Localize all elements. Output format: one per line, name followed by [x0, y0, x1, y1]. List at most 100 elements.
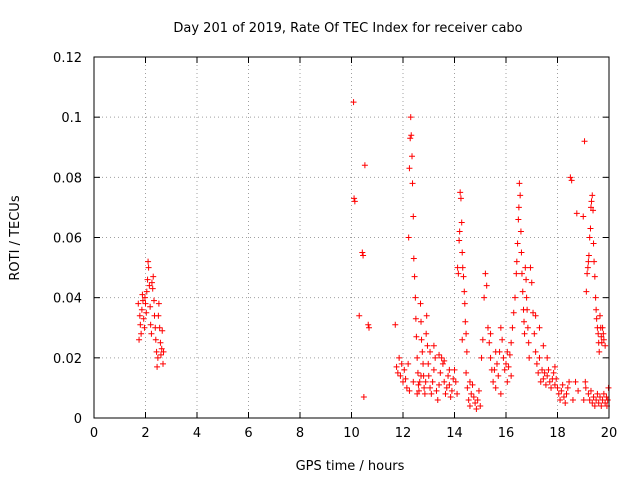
- data-point: [521, 318, 528, 325]
- data-point: [409, 180, 416, 187]
- data-point: [594, 390, 601, 397]
- data-point: [474, 396, 481, 403]
- data-point: [598, 402, 605, 409]
- data-point: [524, 306, 531, 313]
- data-point: [398, 360, 405, 367]
- data-point: [599, 396, 606, 403]
- data-point: [526, 354, 533, 361]
- data-point: [532, 348, 539, 355]
- data-point: [160, 360, 167, 367]
- data-point: [438, 354, 445, 361]
- data-point: [482, 270, 489, 277]
- data-point: [412, 315, 419, 322]
- data-point: [497, 324, 504, 331]
- data-point: [573, 210, 580, 217]
- data-point: [143, 288, 150, 295]
- data-point: [592, 294, 599, 301]
- data-point: [487, 354, 494, 361]
- data-point: [484, 324, 491, 331]
- data-point: [569, 396, 576, 403]
- data-point: [428, 390, 435, 397]
- data-points: [135, 99, 612, 412]
- data-point: [154, 354, 161, 361]
- data-point: [414, 354, 421, 361]
- data-point: [593, 315, 600, 322]
- data-point: [411, 273, 418, 280]
- data-point: [360, 393, 367, 400]
- data-point: [461, 300, 468, 307]
- data-point: [446, 381, 453, 388]
- data-point: [445, 372, 452, 379]
- data-point: [600, 336, 607, 343]
- data-point: [155, 312, 162, 319]
- data-point: [523, 294, 530, 301]
- y-tick-label: 0.04: [53, 292, 82, 307]
- data-point: [591, 273, 598, 280]
- data-point: [506, 351, 513, 358]
- data-point: [544, 372, 551, 379]
- data-point: [590, 393, 597, 400]
- data-point: [158, 345, 165, 352]
- data-point: [421, 390, 428, 397]
- data-point: [584, 264, 591, 271]
- data-point: [551, 381, 558, 388]
- data-point: [513, 258, 520, 265]
- data-point: [457, 189, 464, 196]
- data-point: [423, 312, 430, 319]
- data-point: [580, 213, 587, 220]
- y-tick-label: 0.06: [53, 232, 82, 247]
- data-point: [366, 324, 373, 331]
- data-point: [509, 324, 516, 331]
- data-point: [157, 339, 164, 346]
- data-point: [503, 360, 509, 367]
- data-point: [539, 366, 546, 373]
- data-point: [596, 312, 603, 319]
- data-point: [487, 330, 494, 337]
- data-point: [575, 387, 582, 394]
- data-point: [432, 354, 439, 361]
- data-point: [603, 393, 610, 400]
- data-point: [406, 165, 413, 172]
- data-point: [500, 354, 507, 361]
- data-point: [580, 396, 587, 403]
- data-point: [146, 282, 153, 289]
- data-point: [504, 378, 511, 385]
- data-point: [492, 384, 499, 391]
- data-point: [536, 324, 543, 331]
- data-point: [602, 399, 609, 406]
- data-point: [530, 309, 537, 316]
- data-point: [410, 378, 417, 385]
- data-point: [446, 366, 453, 373]
- data-point: [478, 354, 485, 361]
- y-tick-label: 0.08: [53, 171, 82, 186]
- data-point: [537, 378, 544, 385]
- data-point: [414, 390, 421, 397]
- data-point: [510, 309, 517, 316]
- data-point: [427, 384, 434, 391]
- data-point: [505, 363, 512, 370]
- data-point: [465, 396, 472, 403]
- data-point: [457, 195, 464, 202]
- data-point: [541, 369, 548, 376]
- data-point: [141, 294, 148, 301]
- data-point: [423, 330, 430, 337]
- data-point: [407, 135, 414, 142]
- data-point: [477, 402, 484, 409]
- data-point: [598, 339, 605, 346]
- data-point: [466, 378, 473, 385]
- x-tick-label: 14: [446, 426, 463, 441]
- data-point: [452, 378, 459, 385]
- x-tick-label: 0: [90, 426, 98, 441]
- x-tick-label: 6: [244, 426, 252, 441]
- data-point: [515, 204, 522, 211]
- data-point: [587, 225, 594, 232]
- data-point: [351, 198, 358, 205]
- data-point: [553, 375, 560, 382]
- data-point: [582, 378, 589, 385]
- data-point: [160, 348, 167, 355]
- data-point: [490, 378, 497, 385]
- y-axis-label: ROTI / TECUs: [8, 195, 23, 280]
- data-point: [513, 270, 520, 277]
- data-point: [403, 384, 410, 391]
- data-point: [521, 330, 528, 337]
